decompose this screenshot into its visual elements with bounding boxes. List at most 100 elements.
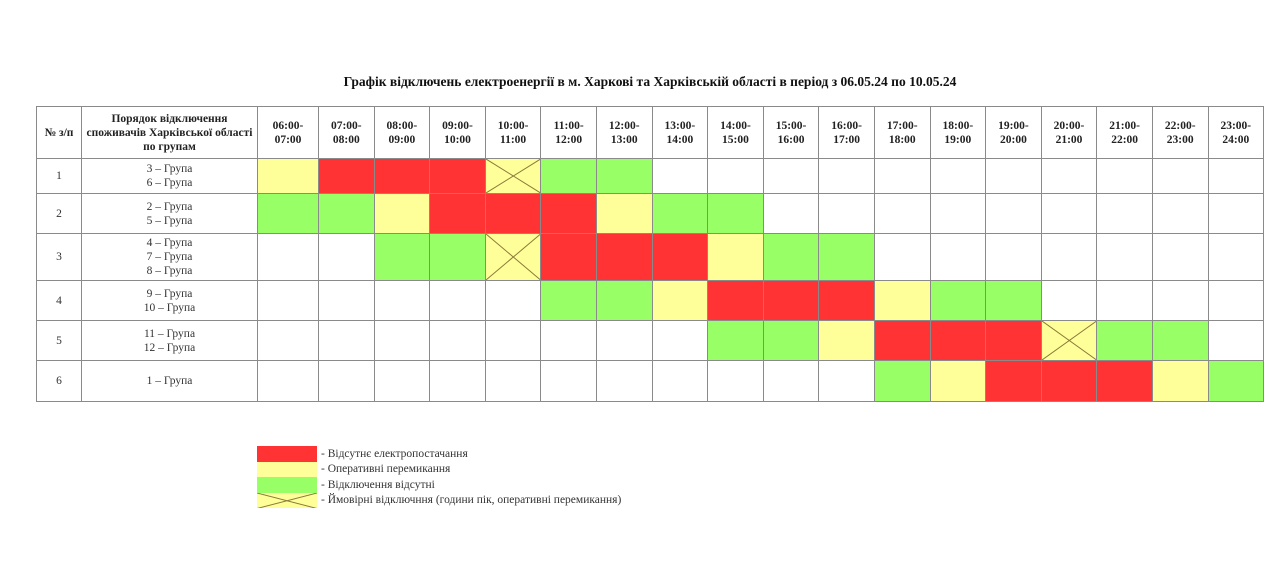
status-cell-red (1096, 360, 1153, 402)
status-cell-empty (1207, 193, 1265, 234)
header-hour: 18:00- 19:00 (929, 106, 987, 159)
header-hour-line: 12:00- (608, 119, 640, 132)
status-cell-empty (1207, 280, 1265, 321)
status-cell-empty (373, 320, 431, 361)
row-number: 4 (36, 280, 82, 321)
legend-swatch-green (257, 477, 317, 493)
status-cell-empty (1040, 233, 1098, 281)
header-hour-line: 19:00- (998, 119, 1029, 132)
legend-label: - Оперативні перемикання (321, 463, 451, 476)
status-cell-empty (429, 320, 486, 361)
status-cell-empty (762, 193, 820, 234)
status-cell-green (1207, 360, 1265, 402)
legend-label: - Відключення відсутні (321, 478, 435, 491)
status-cell-empty (1151, 280, 1209, 321)
legend-swatch-red (257, 446, 317, 462)
status-cell-empty (651, 320, 709, 361)
status-cell-cross (484, 158, 542, 194)
header-hour: 23:00- 24:00 (1207, 106, 1265, 159)
status-cell-green (595, 280, 653, 321)
status-cell-green (762, 233, 820, 281)
status-cell-empty (373, 280, 431, 321)
status-cell-red (929, 320, 987, 361)
status-cell-empty (540, 320, 597, 361)
status-cell-empty (257, 320, 319, 361)
status-cell-empty (985, 193, 1042, 234)
group-label: 12 – Група (143, 341, 196, 354)
group-label: 9 – Група (146, 287, 193, 300)
header-num: № з/п (36, 106, 82, 159)
header-hour-line: 20:00 (1000, 133, 1027, 146)
status-cell-red (429, 193, 486, 234)
header-hour-line: 22:00- (1164, 119, 1196, 132)
status-cell-cross (484, 233, 542, 281)
header-hour-line: 11:00- (553, 119, 584, 132)
status-cell-green (873, 360, 931, 402)
header-hour: 13:00- 14:00 (651, 106, 709, 159)
status-cell-empty (484, 280, 542, 321)
legend-label: - Відсутнє електропостачання (321, 447, 468, 460)
header-hour-line: 06:00- (272, 119, 304, 132)
header-hour-line: 21:00 (1055, 133, 1083, 146)
header-hour: 17:00- 18:00 (873, 106, 931, 159)
status-cell-green (540, 280, 597, 321)
header-hour: 12:00- 13:00 (595, 106, 653, 159)
status-cell-empty (818, 360, 875, 402)
status-cell-empty (762, 158, 820, 194)
legend-item: - Відключення відсутні (257, 477, 621, 493)
page-title: Графік відключень електроенергії в м. Ха… (343, 74, 957, 89)
table-row: 6 1 – Група (36, 360, 1265, 402)
status-cell-red (818, 280, 875, 321)
status-cell-empty (1151, 158, 1209, 194)
status-cell-yellow (1151, 360, 1209, 402)
header-hour-line: 22:00 (1111, 133, 1139, 146)
header-hour-line: 08:00- (386, 119, 418, 132)
status-cell-green (429, 233, 486, 281)
header-hour: 21:00- 22:00 (1096, 106, 1153, 159)
status-cell-empty (1096, 233, 1153, 281)
header-hour-line: 23:00- (1220, 119, 1252, 132)
legend-item: - Відсутнє електропостачання (257, 446, 621, 462)
header-hour-line: 15:00 (722, 133, 749, 146)
header-hour-line: 18:00- (942, 119, 974, 132)
group-label: 4 – Група (146, 237, 193, 249)
header-hour-line: 20:00- (1053, 119, 1085, 132)
status-cell-cross (1040, 320, 1098, 361)
status-cell-green (762, 320, 820, 361)
group-label: 1 – Група (146, 375, 193, 387)
status-cell-empty (1151, 233, 1209, 281)
header-groups: Порядок відключення споживачів Харківськ… (81, 106, 258, 159)
header-hour-line: 12:00 (555, 133, 583, 146)
status-cell-empty (318, 280, 375, 321)
status-cell-green (1096, 320, 1153, 361)
status-cell-green (707, 193, 764, 234)
header-hour: 11:00- 12:00 (540, 106, 597, 159)
status-cell-empty (818, 193, 875, 234)
table-row: 1 3 – Група 6 – Група (36, 158, 1265, 194)
status-cell-empty (1207, 233, 1265, 281)
group-label: 10 – Група (143, 301, 196, 314)
status-cell-green (651, 193, 709, 234)
status-cell-empty (873, 193, 931, 234)
header-hour-line: 10:00 (444, 133, 471, 146)
status-cell-empty (257, 360, 319, 402)
status-cell-empty (929, 193, 987, 234)
group-label: 11 – Група (143, 327, 196, 340)
row-groups: 9 – Група 10 – Група (81, 280, 258, 321)
status-cell-empty (429, 360, 486, 402)
status-cell-empty (985, 158, 1042, 194)
status-cell-empty (1096, 280, 1153, 321)
header-hour-line: 21:00- (1109, 119, 1140, 132)
status-cell-empty (595, 320, 653, 361)
header-hour: 10:00- 11:00 (484, 106, 542, 159)
cross-icon (257, 493, 317, 509)
header-hour-line: 10:00- (497, 119, 529, 132)
status-cell-empty (540, 360, 597, 402)
header-hour-line: 24:00 (1222, 133, 1250, 146)
status-cell-yellow (707, 233, 764, 281)
status-cell-empty (1207, 320, 1265, 361)
row-groups: 1 – Група (81, 360, 258, 402)
header-hour-line: 17:00- (886, 119, 918, 132)
status-cell-red (651, 233, 709, 281)
status-cell-empty (651, 158, 709, 194)
